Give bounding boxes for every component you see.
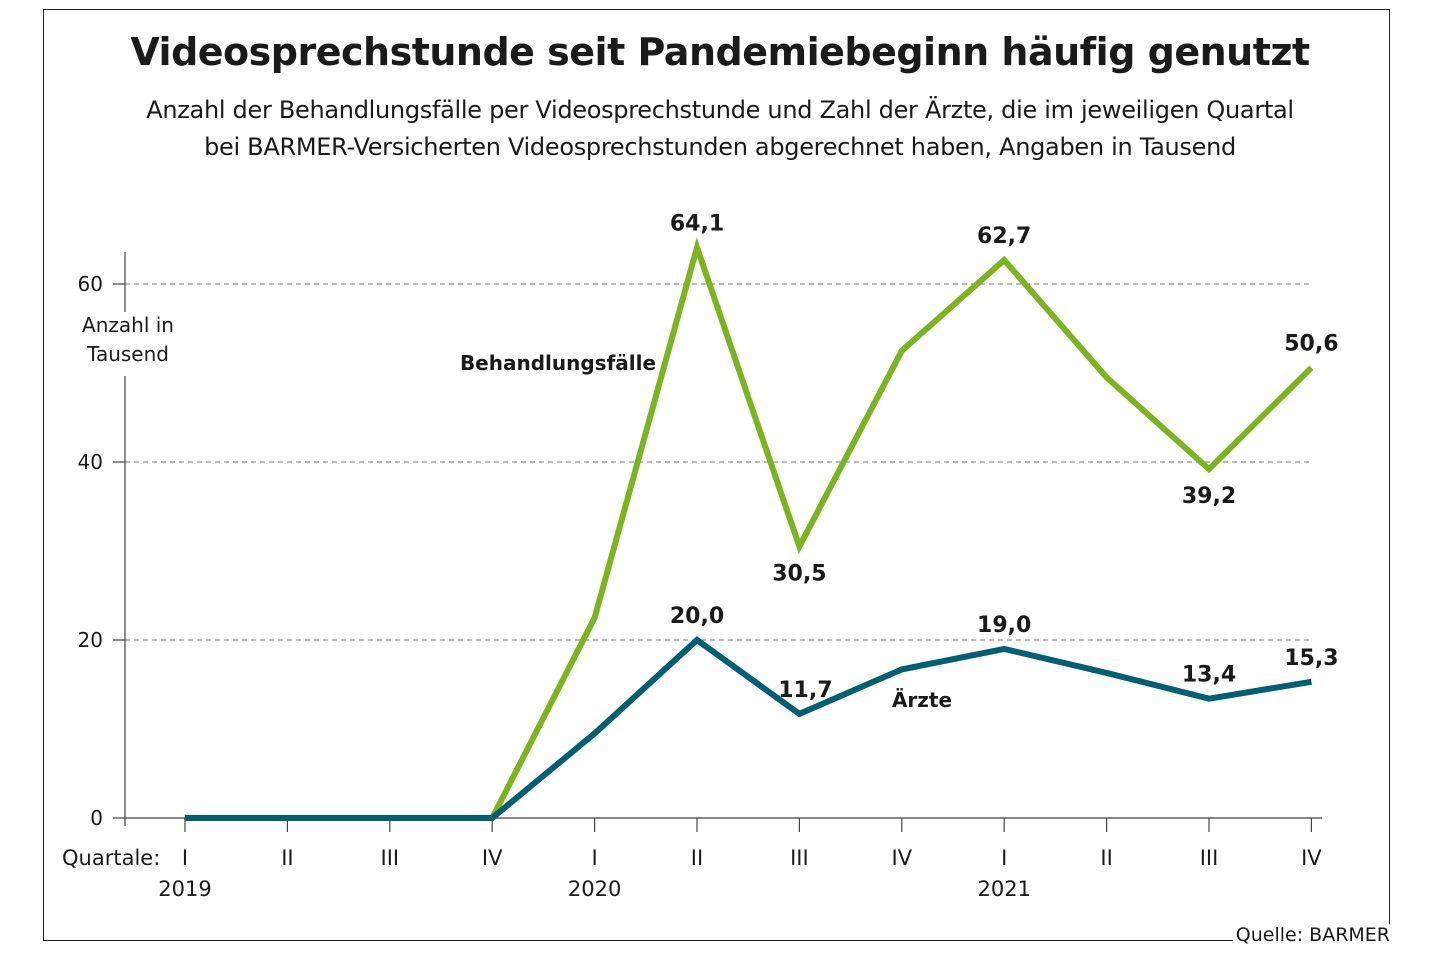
x-tick-label-3: IV	[482, 846, 503, 870]
data-label-aerzte-6: 11,7	[778, 678, 832, 703]
data-label-aerzte-11: 15,3	[1284, 646, 1338, 671]
data-label-aerzte-5: 20,0	[670, 604, 724, 629]
x-tick-label-8: I	[1001, 846, 1007, 870]
series-name-behandlungsfaelle: Behandlungsfälle	[460, 351, 656, 375]
x-tick-label-4: I	[591, 846, 597, 870]
y-tick-label-60: 60	[78, 272, 103, 296]
year-label-2020: 2020	[568, 877, 621, 901]
x-axis-label-quartale: Quartale:	[62, 846, 160, 870]
chart-subtitle-line-1: Anzahl der Behandlungsfälle per Videospr…	[146, 96, 1294, 124]
x-tick-label-9: II	[1100, 846, 1112, 870]
year-label-2019: 2019	[158, 877, 211, 901]
y-tick-label-0: 0	[90, 806, 103, 830]
x-tick-label-11: IV	[1301, 846, 1322, 870]
y-tick-label-20: 20	[78, 628, 103, 652]
x-tick-label-7: IV	[892, 846, 913, 870]
chart-frame	[43, 9, 1390, 941]
data-label-behandlungsfaelle-11: 50,6	[1284, 332, 1338, 357]
data-label-behandlungsfaelle-8: 62,7	[977, 224, 1031, 249]
x-tick-label-1: II	[281, 846, 293, 870]
data-label-behandlungsfaelle-10: 39,2	[1182, 484, 1236, 509]
y-axis-label-line-2: Tausend	[86, 342, 169, 366]
y-axis-label-line-1: Anzahl in	[82, 313, 174, 337]
x-tick-label-2: III	[381, 846, 400, 870]
series-name-aerzte: Ärzte	[892, 688, 952, 712]
x-tick-label-10: III	[1200, 846, 1219, 870]
chart-title: Videosprechstunde seit Pandemiebeginn hä…	[130, 30, 1310, 74]
source-note: Quelle: BARMER	[1232, 924, 1390, 946]
chart-subtitle-line-2: bei BARMER-Versicherten Videosprechstund…	[204, 133, 1236, 161]
x-tick-label-5: II	[691, 846, 703, 870]
series-line-behandlungsfaelle	[185, 237, 1314, 821]
data-label-behandlungsfaelle-5: 64,1	[670, 212, 724, 237]
data-label-behandlungsfaelle-6: 30,5	[772, 562, 826, 587]
x-tick-label-6: III	[790, 846, 809, 870]
series-line-aerzte	[185, 636, 1312, 821]
year-label-2021: 2021	[977, 877, 1030, 901]
x-tick-label-0: I	[182, 846, 188, 870]
data-label-aerzte-8: 19,0	[977, 613, 1031, 638]
data-label-aerzte-10: 13,4	[1182, 663, 1236, 688]
y-tick-label-40: 40	[78, 450, 103, 474]
